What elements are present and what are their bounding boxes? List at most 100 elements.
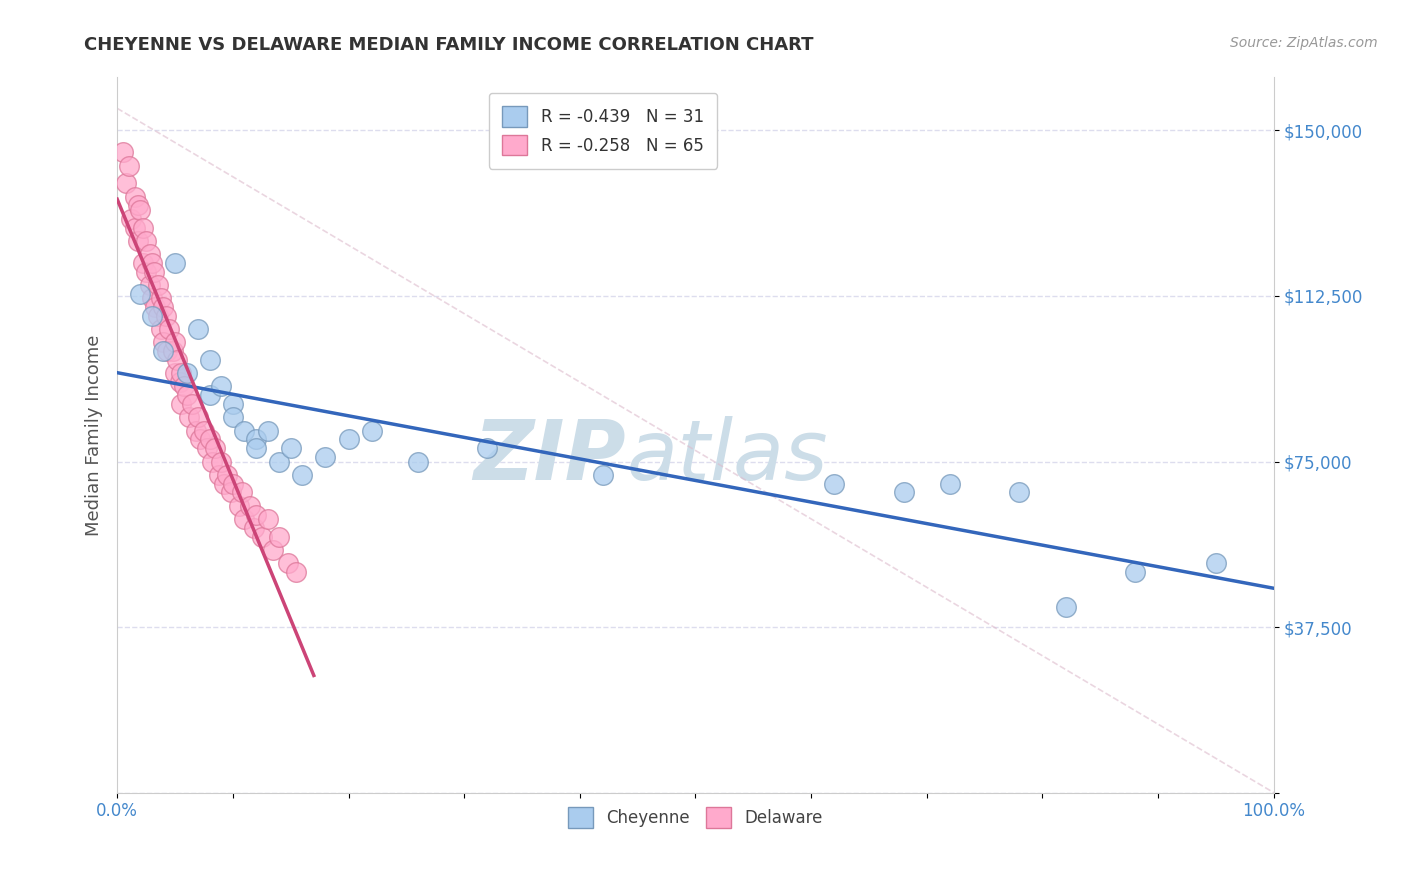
Point bbox=[242, 521, 264, 535]
Point bbox=[127, 198, 149, 212]
Point bbox=[170, 366, 193, 380]
Point bbox=[337, 433, 360, 447]
Point bbox=[141, 309, 163, 323]
Point bbox=[1008, 485, 1031, 500]
Point bbox=[219, 485, 242, 500]
Point bbox=[169, 375, 191, 389]
Point bbox=[197, 442, 219, 456]
Point bbox=[135, 234, 157, 248]
Point bbox=[269, 454, 291, 468]
Point bbox=[176, 366, 198, 380]
Point bbox=[181, 397, 204, 411]
Point bbox=[406, 454, 429, 468]
Point bbox=[201, 454, 224, 468]
Point bbox=[212, 476, 235, 491]
Point bbox=[184, 424, 207, 438]
Point bbox=[477, 442, 499, 456]
Point bbox=[1123, 565, 1146, 579]
Point bbox=[269, 530, 291, 544]
Point bbox=[124, 220, 146, 235]
Point bbox=[152, 300, 174, 314]
Point bbox=[222, 397, 245, 411]
Point bbox=[115, 177, 138, 191]
Point bbox=[245, 442, 267, 456]
Point bbox=[239, 499, 262, 513]
Point bbox=[204, 442, 226, 456]
Point bbox=[166, 353, 188, 368]
Point bbox=[233, 512, 256, 526]
Point bbox=[222, 476, 245, 491]
Point bbox=[262, 542, 284, 557]
Point bbox=[208, 467, 231, 482]
Point bbox=[245, 433, 267, 447]
Point bbox=[176, 388, 198, 402]
Point bbox=[314, 450, 336, 464]
Point bbox=[187, 410, 209, 425]
Legend: Cheyenne, Delaware: Cheyenne, Delaware bbox=[561, 801, 830, 834]
Point bbox=[163, 366, 186, 380]
Point bbox=[156, 344, 179, 359]
Point bbox=[277, 556, 299, 570]
Point bbox=[135, 265, 157, 279]
Point bbox=[152, 344, 174, 359]
Point bbox=[360, 424, 382, 438]
Point bbox=[245, 508, 267, 522]
Point bbox=[190, 433, 212, 447]
Point bbox=[155, 309, 177, 323]
Point bbox=[228, 499, 250, 513]
Point bbox=[163, 335, 186, 350]
Point bbox=[215, 467, 238, 482]
Y-axis label: Median Family Income: Median Family Income bbox=[86, 334, 103, 536]
Point bbox=[127, 234, 149, 248]
Point bbox=[124, 189, 146, 203]
Point bbox=[170, 397, 193, 411]
Point bbox=[193, 424, 215, 438]
Point bbox=[111, 145, 134, 160]
Point bbox=[1205, 556, 1227, 570]
Point bbox=[138, 247, 160, 261]
Point bbox=[141, 256, 163, 270]
Point bbox=[250, 530, 273, 544]
Point bbox=[222, 410, 245, 425]
Point bbox=[129, 286, 152, 301]
Point bbox=[209, 454, 232, 468]
Point bbox=[893, 485, 915, 500]
Point bbox=[146, 277, 169, 292]
Text: atlas: atlas bbox=[626, 416, 828, 497]
Point bbox=[118, 159, 141, 173]
Point bbox=[198, 388, 221, 402]
Point bbox=[157, 322, 180, 336]
Point bbox=[162, 344, 184, 359]
Point bbox=[209, 379, 232, 393]
Point bbox=[146, 309, 169, 323]
Point bbox=[150, 291, 173, 305]
Point bbox=[150, 322, 173, 336]
Point bbox=[939, 476, 962, 491]
Point bbox=[280, 442, 302, 456]
Text: CHEYENNE VS DELAWARE MEDIAN FAMILY INCOME CORRELATION CHART: CHEYENNE VS DELAWARE MEDIAN FAMILY INCOM… bbox=[84, 36, 814, 54]
Point bbox=[141, 291, 163, 305]
Point bbox=[198, 433, 221, 447]
Point bbox=[291, 467, 314, 482]
Text: Source: ZipAtlas.com: Source: ZipAtlas.com bbox=[1230, 36, 1378, 50]
Point bbox=[143, 265, 166, 279]
Point bbox=[173, 379, 195, 393]
Point bbox=[152, 335, 174, 350]
Point bbox=[233, 424, 256, 438]
Point bbox=[177, 410, 200, 425]
Point bbox=[138, 277, 160, 292]
Point bbox=[198, 353, 221, 368]
Point bbox=[256, 424, 278, 438]
Point bbox=[187, 322, 209, 336]
Point bbox=[592, 467, 614, 482]
Point bbox=[285, 565, 308, 579]
Point bbox=[129, 202, 152, 217]
Point bbox=[163, 256, 186, 270]
Point bbox=[131, 220, 153, 235]
Text: ZIP: ZIP bbox=[474, 416, 626, 497]
Point bbox=[120, 211, 142, 226]
Point bbox=[143, 300, 166, 314]
Point bbox=[131, 256, 153, 270]
Point bbox=[256, 512, 278, 526]
Point bbox=[1054, 600, 1077, 615]
